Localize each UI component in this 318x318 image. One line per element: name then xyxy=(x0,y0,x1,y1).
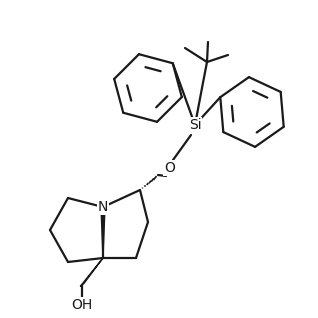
Text: OH: OH xyxy=(71,298,93,312)
Polygon shape xyxy=(80,258,103,287)
Text: O: O xyxy=(164,161,176,175)
Polygon shape xyxy=(101,207,105,258)
Text: N: N xyxy=(98,200,108,214)
Text: Si: Si xyxy=(189,118,201,132)
